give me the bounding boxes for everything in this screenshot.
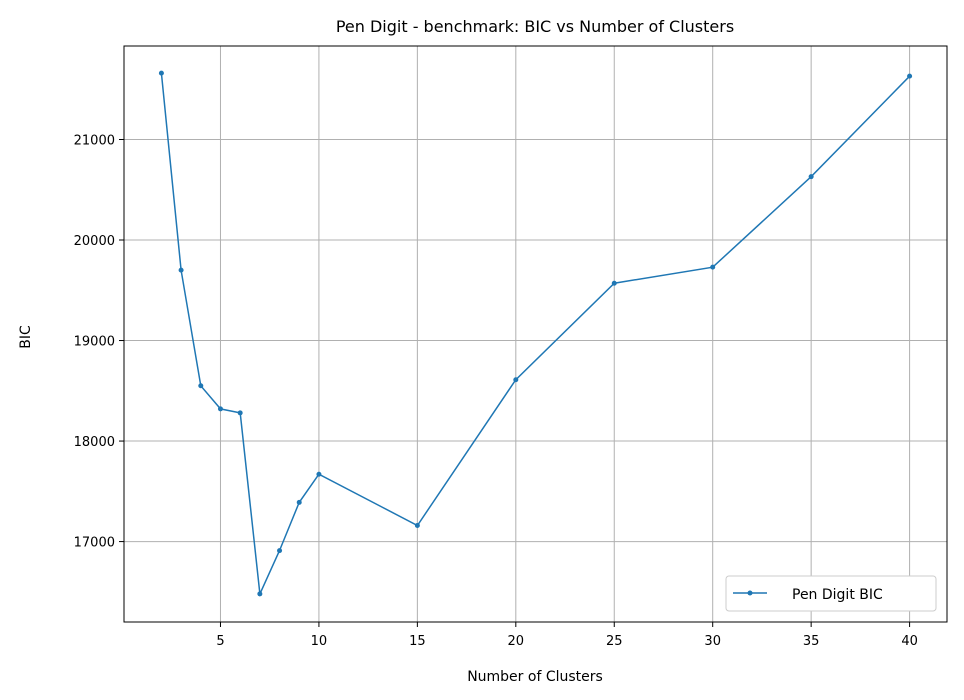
x-axis-label: Number of Clusters [467,669,603,685]
x-axis-ticks: 5 10 15 20 25 30 35 40 [216,622,918,649]
data-point [178,267,184,273]
grid-lines [124,46,947,622]
y-axis-ticks: 17000 18000 19000 20000 21000 [74,133,124,551]
legend-box [725,575,937,612]
series-layer [158,70,913,597]
data-point [257,591,263,597]
y-tick-label: 17000 [74,536,115,551]
legend: Pen Digit BIC [725,575,937,612]
data-point [158,70,164,76]
x-tick-label: 5 [216,634,224,649]
y-tick-label: 18000 [74,435,115,450]
y-tick-label: 21000 [74,133,115,148]
data-point [217,406,223,412]
data-point [808,174,814,180]
x-tick-label: 20 [508,634,525,649]
x-tick-label: 35 [803,634,820,649]
data-point [277,548,283,554]
y-tick-label: 19000 [74,335,115,350]
legend-entry-label: Pen Digit BIC [792,587,883,603]
data-point [198,383,204,389]
data-point [710,264,716,270]
x-tick-label: 30 [704,634,721,649]
data-point [611,280,617,286]
x-tick-label: 10 [311,634,328,649]
data-point [296,499,302,505]
data-point [316,471,322,477]
chart-title: Pen Digit - benchmark: BIC vs Number of … [336,17,734,36]
data-point [513,377,519,383]
x-tick-label: 25 [606,634,623,649]
legend-marker-swatch [747,590,753,596]
x-tick-label: 15 [409,634,426,649]
data-point [237,410,243,416]
series-line [160,73,911,597]
data-point [907,73,913,79]
x-tick-label: 40 [901,634,918,649]
y-tick-label: 20000 [74,234,115,249]
plot-frame [123,45,948,623]
y-axis-label: BIC [18,325,34,349]
data-point [414,522,420,528]
